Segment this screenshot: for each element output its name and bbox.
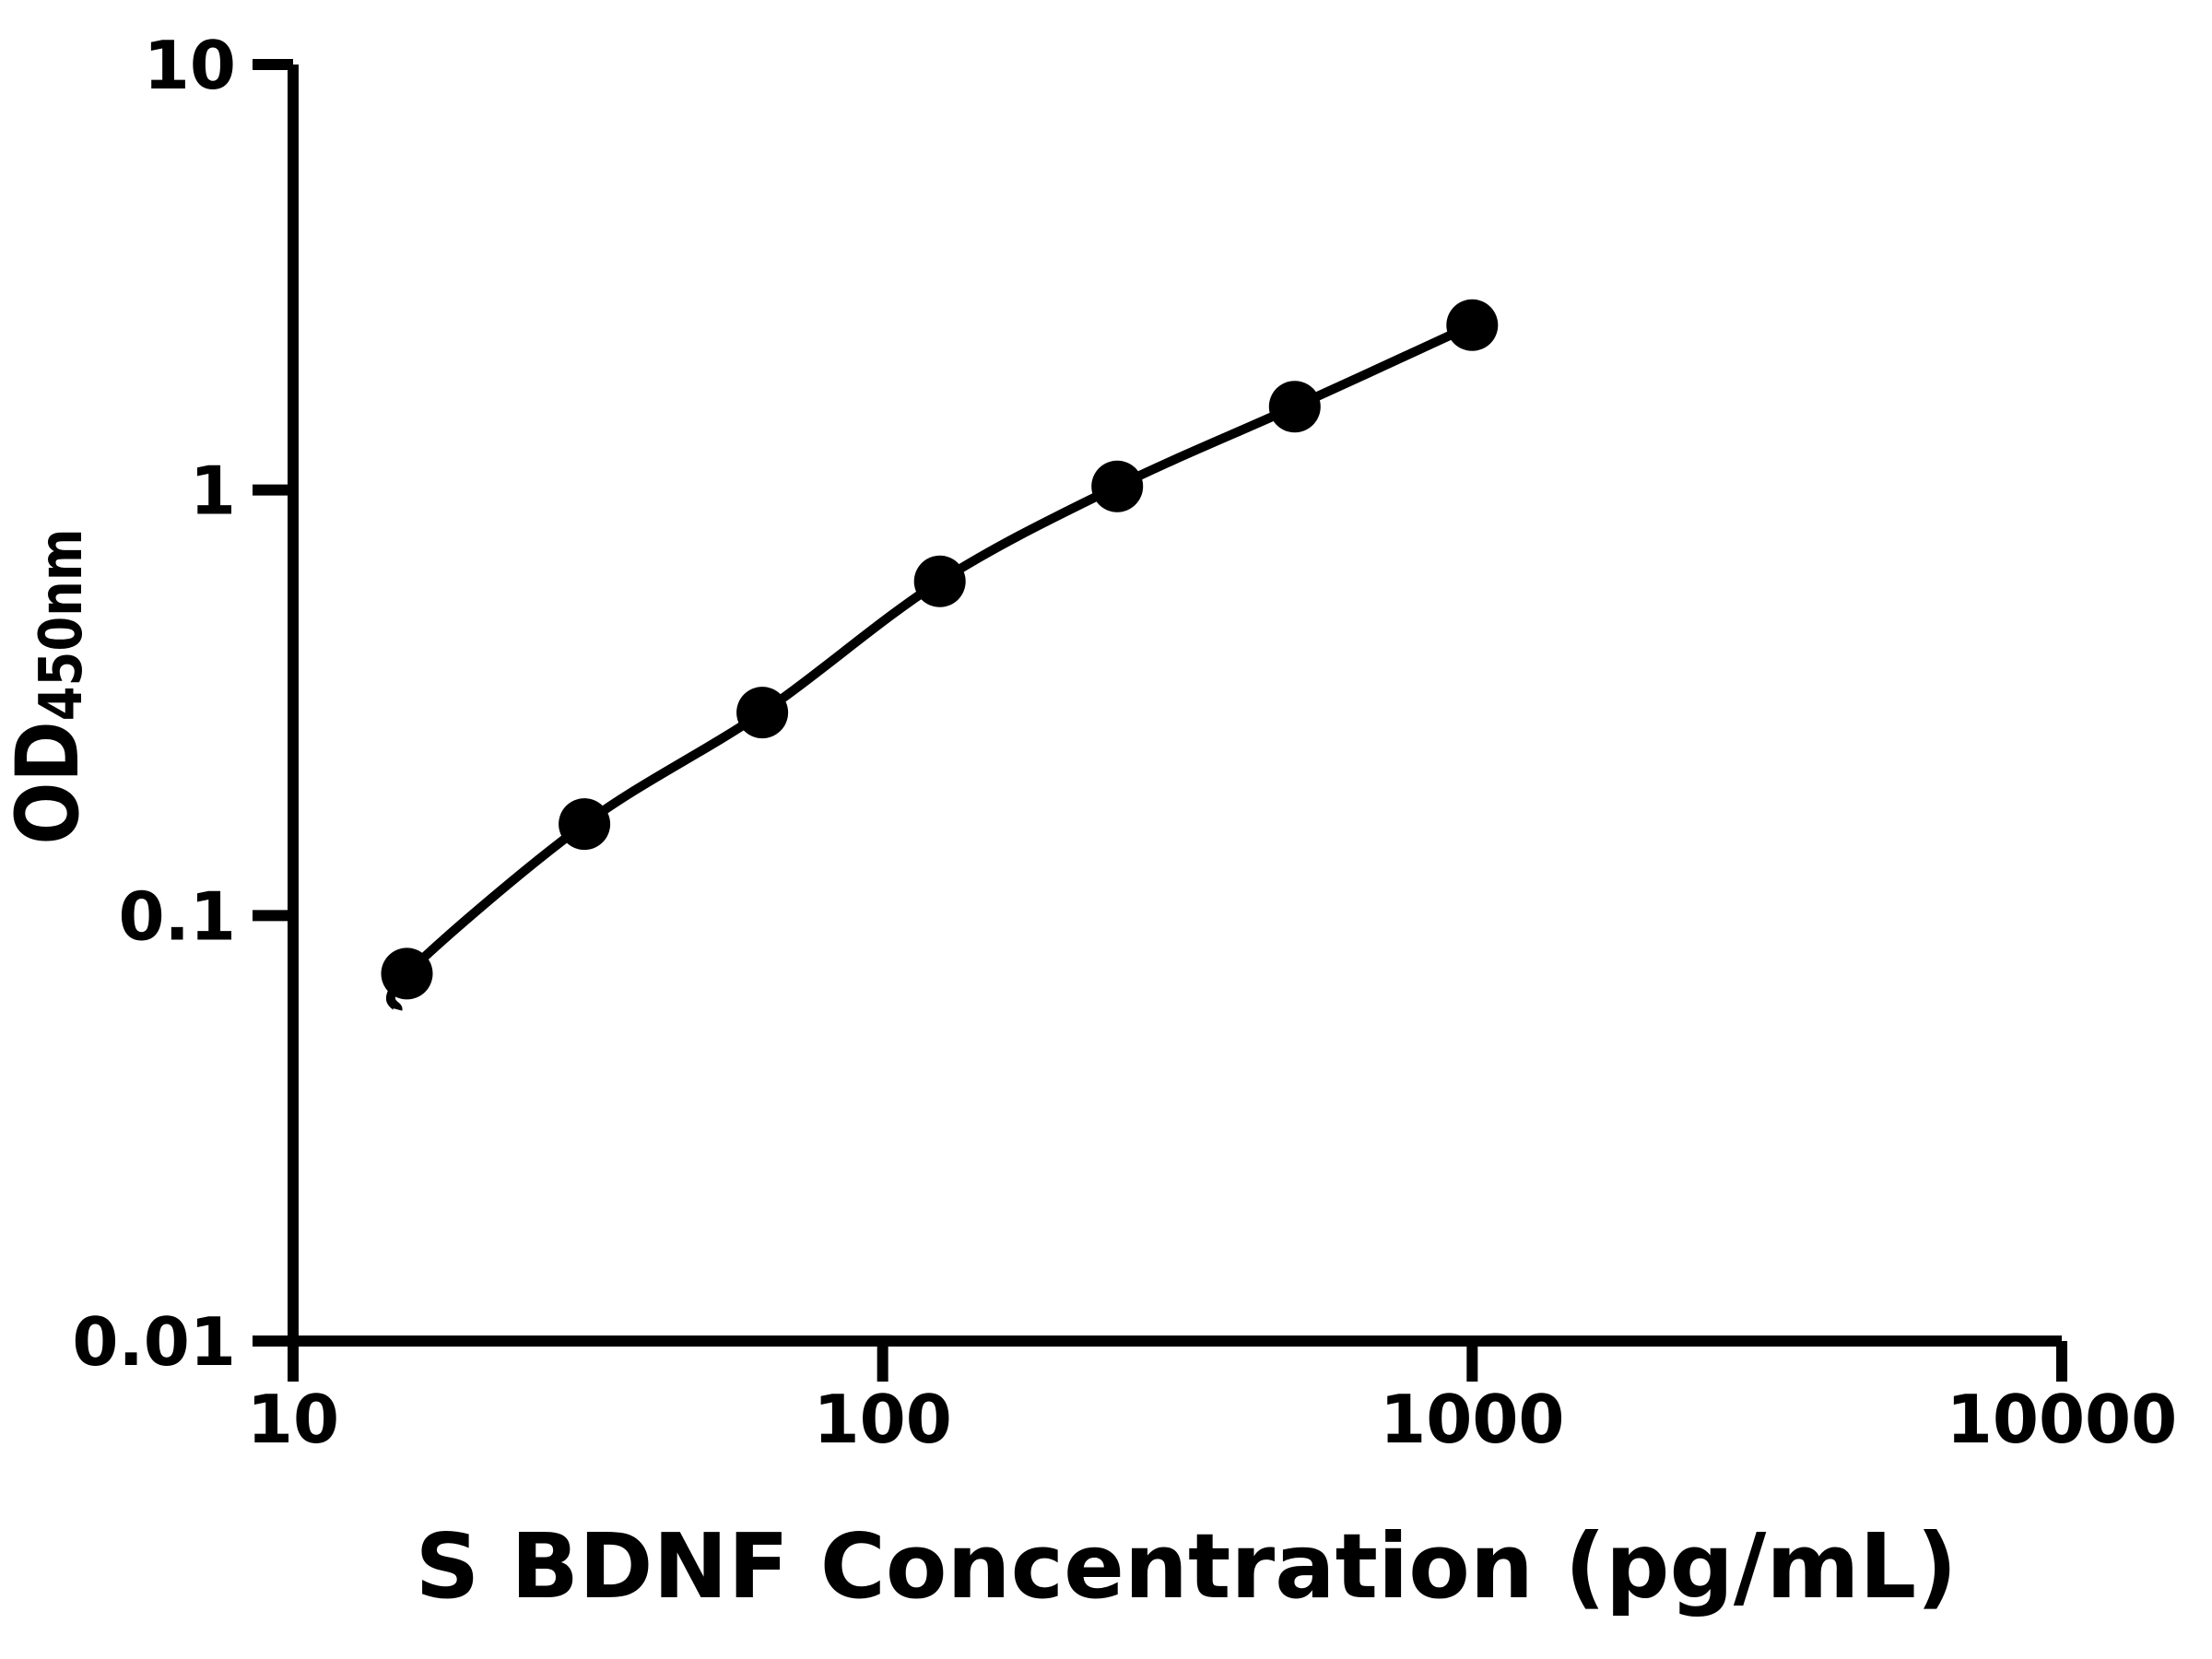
y-tick-label: 0.01 [72, 1303, 236, 1381]
y-axis-title-main: OD [0, 721, 99, 844]
fit-curve-group [386, 321, 1475, 1011]
data-point [736, 687, 789, 739]
data-point [381, 947, 433, 1000]
data-point [559, 798, 611, 851]
axes [288, 65, 2062, 1347]
y-axis-title-sub: 450nm [28, 528, 96, 721]
tick-labels: 0.01 0.1 1 10 10 100 1000 10000 [72, 27, 2177, 1458]
tick-marks [253, 59, 2067, 1382]
y-tick-label: 0.1 [118, 877, 236, 955]
y-tick-label: 1 [190, 453, 236, 530]
x-tick-label: 10 [247, 1381, 339, 1458]
y-tick-label: 10 [144, 27, 236, 104]
data-point [1091, 460, 1144, 512]
x-tick-label: 10000 [1947, 1381, 2178, 1458]
data-points-group [381, 299, 1499, 1000]
data-point [1268, 381, 1321, 433]
x-tick-label: 100 [814, 1381, 952, 1458]
y-axis-title: OD450nm [0, 528, 99, 844]
x-tick-label: 1000 [1380, 1381, 1564, 1458]
axis-spine [288, 65, 2062, 1347]
data-point [1446, 299, 1499, 351]
x-axis-title: S BDNF Concentration (pg/mL) [415, 1514, 1957, 1618]
fit-curve [386, 321, 1475, 1011]
data-point [913, 555, 966, 607]
